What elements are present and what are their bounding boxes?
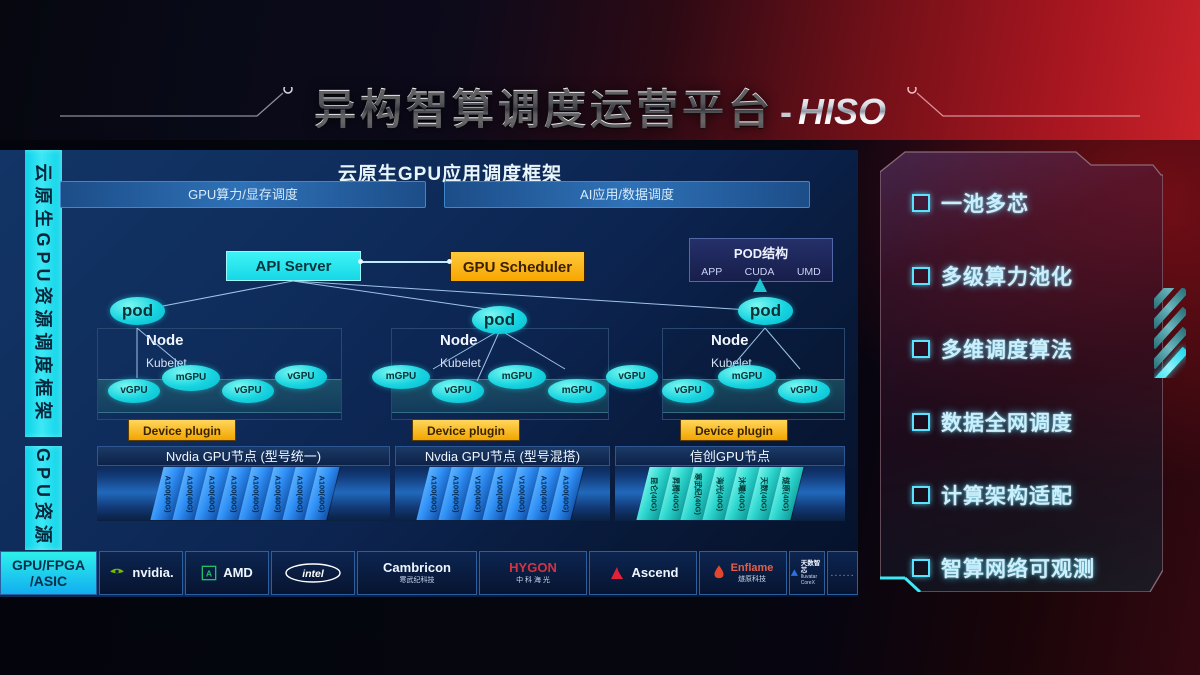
svg-text:A: A (206, 568, 213, 578)
svg-text:intel: intel (302, 568, 325, 580)
